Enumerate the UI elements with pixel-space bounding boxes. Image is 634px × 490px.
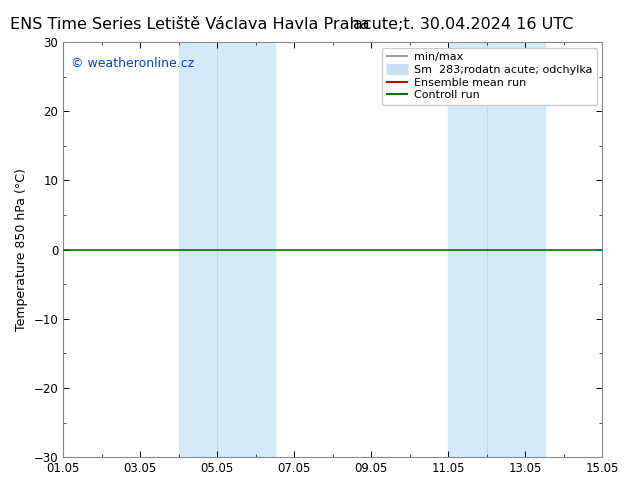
- Bar: [179, 42, 275, 457]
- Text: acute;t. 30.04.2024 16 UTC: acute;t. 30.04.2024 16 UTC: [353, 17, 573, 32]
- Legend: min/max, Sm  283;rodatn acute; odchylka, Ensemble mean run, Controll run: min/max, Sm 283;rodatn acute; odchylka, …: [382, 48, 597, 105]
- Y-axis label: Temperature 850 hPa (°C): Temperature 850 hPa (°C): [15, 168, 28, 331]
- Text: ENS Time Series Letiště Václava Havla Praha: ENS Time Series Letiště Václava Havla Pr…: [10, 17, 370, 32]
- Bar: [448, 42, 545, 457]
- Text: © weatheronline.cz: © weatheronline.cz: [71, 56, 195, 70]
